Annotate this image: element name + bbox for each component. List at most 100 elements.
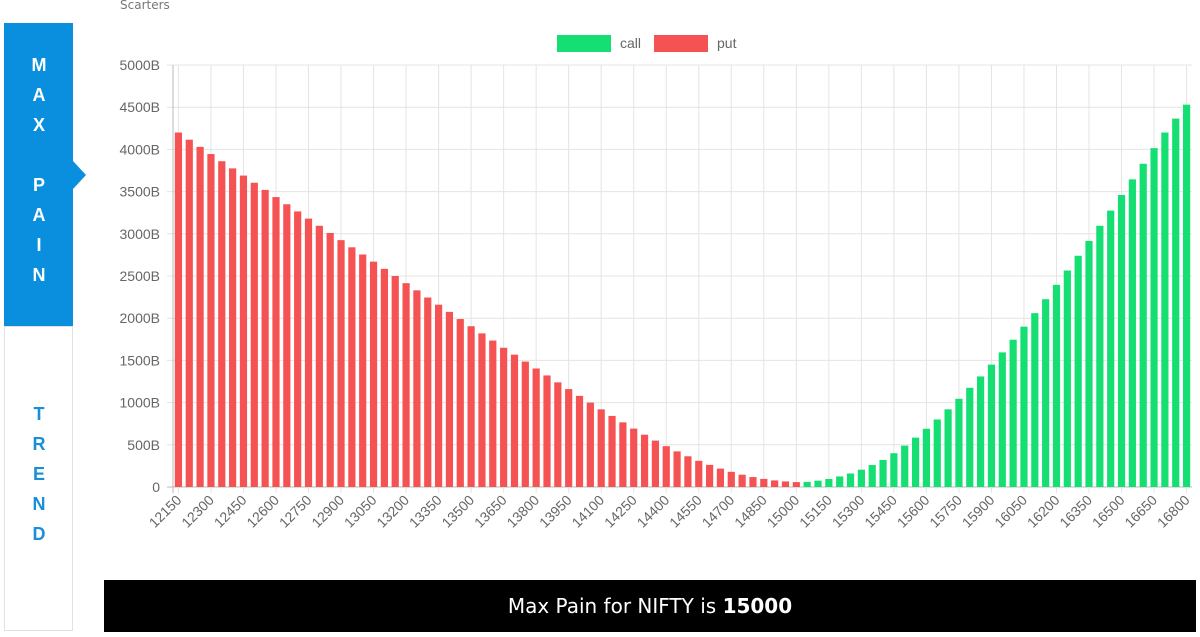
bar bbox=[174, 132, 183, 487]
bar bbox=[825, 478, 833, 487]
bar bbox=[554, 382, 562, 487]
bar bbox=[380, 268, 388, 487]
nav-max-pain[interactable]: MAX PAIN bbox=[4, 23, 86, 326]
x-tick-label: 14700 bbox=[699, 492, 738, 531]
x-tick-label: 13650 bbox=[471, 492, 510, 531]
bar bbox=[369, 261, 378, 487]
footer: Max Pain for NIFTY is 15000 bbox=[104, 580, 1196, 632]
bar bbox=[315, 225, 323, 488]
bar bbox=[1117, 194, 1126, 487]
bar bbox=[771, 480, 779, 487]
bar bbox=[239, 175, 248, 487]
x-tick-label: 12750 bbox=[276, 492, 315, 531]
bar bbox=[283, 204, 291, 487]
y-tick-label: 2000B bbox=[120, 310, 160, 326]
bar bbox=[619, 422, 627, 487]
bar bbox=[1009, 339, 1017, 487]
bar bbox=[326, 232, 334, 487]
nav-label[interactable]: TREND bbox=[29, 403, 49, 554]
bar bbox=[294, 211, 302, 487]
bar bbox=[640, 434, 649, 487]
x-tick-label: 14850 bbox=[731, 492, 770, 531]
bar bbox=[684, 456, 692, 487]
bar bbox=[218, 161, 226, 487]
bar bbox=[1052, 284, 1061, 487]
y-tick-label: 1500B bbox=[120, 352, 160, 368]
x-tick-label: 13950 bbox=[536, 492, 575, 531]
bar bbox=[424, 297, 432, 487]
legend-label: call bbox=[620, 35, 641, 51]
y-tick-label: 4000B bbox=[120, 141, 160, 157]
bar bbox=[890, 453, 898, 487]
x-tick-label: 16050 bbox=[991, 492, 1030, 531]
x-tick-label: 15450 bbox=[861, 492, 900, 531]
bar bbox=[467, 326, 475, 487]
bar bbox=[489, 340, 497, 487]
nav-label[interactable]: MAX PAIN bbox=[29, 54, 49, 295]
bar bbox=[792, 482, 800, 487]
legend-label: put bbox=[717, 35, 737, 51]
x-tick-label: 16200 bbox=[1024, 492, 1063, 531]
bar bbox=[987, 364, 996, 487]
bar bbox=[1063, 270, 1071, 487]
x-tick-label: 14550 bbox=[666, 492, 705, 531]
bar bbox=[749, 477, 757, 487]
footer-value: 15000 bbox=[722, 594, 793, 618]
bar bbox=[760, 478, 768, 487]
x-tick-label: 14400 bbox=[634, 492, 673, 531]
bar bbox=[413, 290, 421, 487]
bar bbox=[673, 451, 681, 487]
bar bbox=[445, 311, 454, 487]
bar bbox=[879, 459, 887, 487]
bar bbox=[738, 474, 746, 487]
x-tick-label: 12600 bbox=[243, 492, 282, 531]
bar bbox=[261, 189, 269, 488]
legend-swatch bbox=[557, 35, 611, 52]
bar bbox=[846, 473, 855, 487]
bar bbox=[304, 218, 313, 487]
y-tick-label: 5000B bbox=[120, 57, 160, 73]
bar bbox=[706, 464, 714, 487]
x-tick-label: 12450 bbox=[211, 492, 250, 531]
x-tick-label: 14100 bbox=[568, 492, 607, 531]
x-tick-label: 15750 bbox=[926, 492, 965, 531]
bar bbox=[966, 387, 974, 487]
bar bbox=[478, 333, 486, 487]
bar bbox=[1172, 118, 1180, 488]
bar bbox=[933, 419, 941, 487]
bar bbox=[434, 304, 443, 487]
bar bbox=[1128, 179, 1136, 487]
bar bbox=[500, 347, 508, 487]
bar bbox=[836, 476, 844, 487]
bar bbox=[1042, 299, 1050, 487]
legend-swatch bbox=[654, 35, 709, 52]
bar bbox=[402, 283, 410, 487]
bar bbox=[207, 154, 215, 488]
bar bbox=[662, 446, 670, 487]
bar bbox=[857, 469, 865, 487]
bar bbox=[695, 460, 703, 487]
nav-trend[interactable]: TREND bbox=[4, 326, 73, 631]
bar bbox=[998, 352, 1006, 487]
footer-text: Max Pain for NIFTY is bbox=[507, 594, 717, 618]
brand: Scarters bbox=[120, 0, 170, 12]
bar bbox=[272, 197, 280, 487]
bar bbox=[359, 254, 367, 487]
bar bbox=[456, 319, 464, 487]
bar bbox=[1139, 163, 1147, 488]
bar bbox=[901, 445, 909, 487]
bar bbox=[543, 375, 551, 487]
x-tick-label: 14250 bbox=[601, 492, 640, 531]
bar bbox=[185, 139, 193, 487]
x-tick-label: 13050 bbox=[341, 492, 380, 531]
bar bbox=[586, 402, 594, 487]
x-tick-label: 13800 bbox=[503, 492, 542, 531]
bar bbox=[1107, 210, 1115, 487]
bar bbox=[608, 415, 616, 487]
bar bbox=[630, 428, 638, 487]
y-tick-label: 3500B bbox=[120, 184, 160, 200]
bar bbox=[391, 276, 399, 487]
x-tick-label: 16500 bbox=[1089, 492, 1128, 531]
bar bbox=[196, 146, 204, 488]
